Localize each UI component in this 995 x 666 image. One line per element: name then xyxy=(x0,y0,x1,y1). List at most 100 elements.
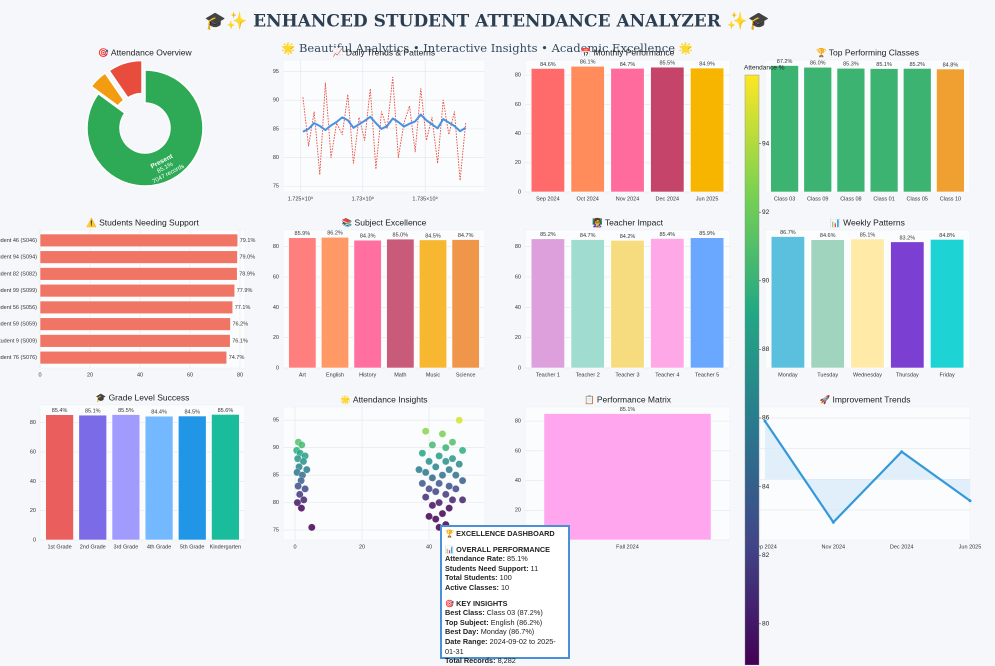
summary-row: Attendance Rate: 85.1% xyxy=(445,554,565,564)
x-tick-label: 1.725×10⁹ xyxy=(288,195,313,202)
summary-row: Total Students: 100 xyxy=(445,573,565,583)
pie-slice xyxy=(108,59,143,99)
value-label: 84.5% xyxy=(425,233,441,239)
value-label: 79.1% xyxy=(240,238,256,244)
bar xyxy=(650,238,685,369)
bar xyxy=(650,66,685,193)
scatter-point xyxy=(435,498,443,507)
value-label: 85.9% xyxy=(295,231,311,237)
value-label: 86.2% xyxy=(327,231,343,237)
value-label: 84.6% xyxy=(540,62,556,68)
x-tick-label: Sep 2024 xyxy=(753,544,777,550)
bar xyxy=(178,415,207,541)
y-tick-label: Student 82 (S082) xyxy=(0,271,37,277)
x-tick-label: 0 xyxy=(38,372,41,378)
section-heading: 🎯 KEY INSIGHTS xyxy=(445,598,508,608)
x-tick-label: 4th Grade xyxy=(147,544,171,550)
bar xyxy=(288,237,317,369)
bar xyxy=(39,334,231,348)
scatter-point xyxy=(295,490,304,499)
y-tick-label: 0 xyxy=(518,189,521,195)
panel-title: 📋 Performance Matrix xyxy=(584,394,672,404)
bar xyxy=(770,65,799,193)
summary-row: Best Class: Class 03 (87.2%) xyxy=(445,608,565,618)
bar xyxy=(610,68,645,193)
scatter-point xyxy=(298,441,306,449)
y-tick-label: 80 xyxy=(273,244,279,250)
scatter-point xyxy=(458,476,467,485)
value-label: 84.7% xyxy=(620,62,636,68)
bar xyxy=(890,241,925,369)
line-point xyxy=(763,419,767,423)
y-tick-label: 40 xyxy=(515,131,521,137)
scatter-point xyxy=(438,471,447,479)
line-point xyxy=(968,499,972,503)
summary-row: Date Range: 2024-09-02 to 2025-01-31 xyxy=(445,637,565,656)
y-tick-label: 80 xyxy=(515,419,521,425)
colorbar xyxy=(744,74,760,665)
plot-background xyxy=(282,229,486,369)
value-label: 84.3% xyxy=(360,234,376,240)
scatter-point xyxy=(308,523,316,532)
colorbar-tick-label: 90 xyxy=(762,278,770,285)
scatter-point xyxy=(421,427,430,435)
bar xyxy=(39,233,239,248)
scatter-point xyxy=(421,468,430,477)
y-tick-label: 40 xyxy=(515,478,521,484)
x-tick-label: 1.735×10⁹ xyxy=(412,195,437,202)
colorbar-tick-label: 94 xyxy=(762,140,770,147)
summary-value: 2024-09-02 to 2025-01-31 xyxy=(445,636,556,656)
colorbar-tick-label: 86 xyxy=(762,415,770,422)
x-tick-label: Dec 2024 xyxy=(890,544,914,550)
scatter-point xyxy=(435,479,443,488)
x-tick-label: Class 01 xyxy=(873,196,894,202)
scatter-point xyxy=(442,443,450,452)
x-tick-label: Jun 2025 xyxy=(959,544,982,550)
scatter-point xyxy=(421,493,430,501)
summary-box: 🏆 EXCELLENCE DASHBOARD 📊 OVERALL PERFORMA… xyxy=(440,525,570,665)
y-tick-label: 40 xyxy=(515,305,521,311)
y-tick-label: 80 xyxy=(515,73,521,79)
bar xyxy=(386,238,415,369)
value-label: 85.1% xyxy=(620,407,636,413)
line-series xyxy=(764,420,971,524)
bar xyxy=(39,300,234,315)
value-label: 84.5% xyxy=(184,409,200,415)
scatter-point xyxy=(445,465,453,474)
colorbar-label: Attendance % xyxy=(744,65,785,72)
value-label: 84.7% xyxy=(580,233,596,239)
bar xyxy=(45,414,74,541)
bar xyxy=(570,65,605,193)
y-tick-label: 60 xyxy=(515,448,521,454)
plot-background xyxy=(764,59,971,193)
x-tick-label: 40 xyxy=(426,544,432,550)
scatter-point xyxy=(425,485,433,493)
bar xyxy=(39,350,228,365)
scatter-point xyxy=(452,485,460,493)
line-series xyxy=(302,76,467,181)
summary-label: Total Students: xyxy=(445,573,498,583)
value-label: 84.9% xyxy=(699,61,715,67)
y-tick-label: 20 xyxy=(273,335,279,341)
value-label: 86.1% xyxy=(580,60,596,66)
x-tick-label: Tuesday xyxy=(817,372,838,378)
x-tick-label: 20 xyxy=(359,544,365,550)
value-label: 85.5% xyxy=(659,61,675,67)
x-tick-label: 20 xyxy=(87,372,93,378)
x-tick-label: Music xyxy=(426,372,441,378)
bar xyxy=(770,236,805,369)
value-label: 86.7% xyxy=(780,230,796,236)
panel-title: 📅 Monthly Performance xyxy=(581,47,675,57)
value-label: 84.7% xyxy=(458,233,474,239)
colorbar-tick-label: 92 xyxy=(762,209,770,216)
x-tick-label: Teacher 5 xyxy=(695,372,719,378)
summary-label: Total Records: xyxy=(445,656,496,666)
panel-title: 🎓 Grade Level Success xyxy=(96,392,190,402)
y-tick-label: 20 xyxy=(515,508,521,514)
y-tick-label: Student 59 (S059) xyxy=(0,322,37,328)
panel-title: ⚠️ Students Needing Support xyxy=(86,217,199,227)
scatter-point xyxy=(438,509,447,518)
y-tick-label: Student 99 (S099) xyxy=(0,288,37,294)
scatter-point xyxy=(297,504,306,512)
scatter-point xyxy=(445,504,453,512)
